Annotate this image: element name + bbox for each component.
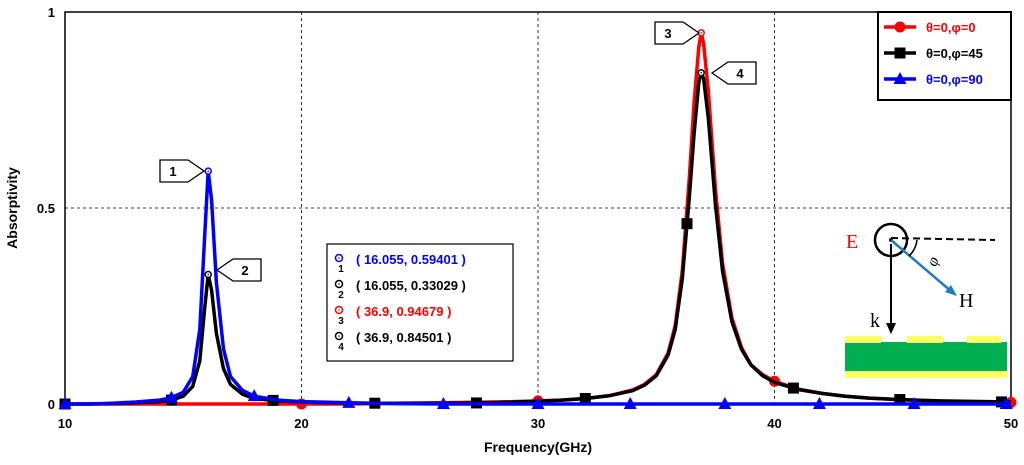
series-point	[996, 396, 1008, 408]
series-point	[681, 218, 693, 230]
marker-point-center	[207, 273, 210, 276]
top-metal-patch-3	[967, 336, 1001, 343]
legend-entry-3: θ=0,φ=90	[884, 72, 983, 87]
legend-label: θ=0,φ=0	[926, 20, 976, 35]
top-metal-patch-1	[845, 336, 881, 343]
marker-value-box-frame	[326, 243, 514, 362]
marker-symbol-center	[338, 309, 340, 311]
series-point	[718, 397, 732, 409]
series-point	[623, 397, 637, 409]
marker-symbol	[334, 253, 344, 263]
plane-reference-dashed-line	[890, 237, 996, 241]
series-point	[999, 397, 1013, 409]
marker-index: 2	[338, 290, 344, 301]
series-point	[894, 394, 906, 406]
y-tick-label: 0.5	[37, 201, 55, 216]
ground-plane	[845, 371, 1007, 378]
series-point	[531, 397, 545, 409]
series-point	[436, 397, 450, 409]
e-label: E	[846, 231, 858, 253]
marker-flag-label: 3	[664, 26, 671, 41]
y-axis-title: Absorptivity	[4, 167, 20, 249]
marker-value-text: ( 36.9, 0.94679 )	[356, 304, 451, 319]
series-line	[65, 169, 1011, 406]
k-vector-arrowhead	[886, 323, 896, 334]
series-point	[342, 395, 356, 408]
series-point	[894, 21, 906, 33]
series-point	[893, 72, 907, 84]
h-field-arrow	[890, 239, 953, 293]
x-tick-label: 50	[1004, 416, 1018, 431]
series-point	[579, 393, 591, 405]
k-label: k	[870, 310, 880, 332]
series-point	[787, 382, 799, 394]
marker-flag-label: 4	[736, 66, 744, 81]
legend-label: θ=0,φ=90	[926, 72, 983, 87]
marker-point-center	[207, 170, 210, 172]
marker-callout-4: 4	[697, 61, 757, 85]
legend-label: θ=0,φ=45	[926, 46, 983, 61]
series-lines	[58, 31, 1017, 410]
legend-entry-2: θ=0,φ=45	[884, 46, 983, 61]
marker-index: 1	[338, 264, 344, 275]
series-point	[894, 47, 906, 59]
marker-callout-1: 1	[159, 159, 212, 183]
series-point	[58, 397, 72, 409]
marker-symbol-center	[338, 335, 340, 337]
marker-point-center	[700, 71, 702, 74]
y-tick-labels: 00.51	[37, 5, 55, 412]
series-3	[58, 169, 1013, 409]
y-tick-label: 1	[48, 5, 55, 20]
marker-value-box: 1 ( 16.055, 0.59401 ) 2 ( 16.055, 0.33029 )…	[326, 243, 514, 362]
data-marker-callouts: 1 2 3 4	[159, 21, 757, 282]
series-point	[247, 389, 261, 402]
x-tick-label: 20	[294, 416, 308, 431]
phi-angle-arc	[908, 239, 918, 257]
marker-symbol-center	[338, 283, 340, 285]
x-tick-label: 10	[58, 416, 72, 431]
top-metal-patch-2	[907, 336, 943, 343]
marker-value-text: ( 16.055, 0.59401 )	[356, 252, 466, 267]
marker-flag-label: 1	[169, 164, 176, 179]
grid-lines	[65, 12, 1011, 404]
marker-index: 3	[338, 316, 344, 327]
marker-flag	[654, 21, 701, 45]
marker-flag	[159, 159, 206, 183]
marker-value-text: ( 36.9, 0.84501 )	[356, 330, 451, 345]
legend-entry-1: θ=0,φ=0	[884, 20, 976, 35]
marker-callout-2: 2	[204, 258, 262, 282]
marker-flag	[710, 61, 757, 85]
phi-label: φ	[924, 255, 943, 269]
x-tick-label: 30	[531, 416, 545, 431]
marker-value-row: 2 ( 16.055, 0.33029 )	[334, 278, 466, 301]
marker-index: 4	[338, 342, 344, 353]
incidence-schematic: φ E H k	[845, 222, 1007, 378]
series-point	[907, 397, 921, 409]
marker-callout-3: 3	[654, 21, 705, 45]
legend: θ=0,φ=0 θ=0,φ=45 θ=0,φ=90	[877, 11, 1012, 101]
marker-value-row: 4 ( 36.9, 0.84501 )	[334, 330, 451, 353]
h-label: H	[959, 290, 973, 312]
x-tick-label: 40	[767, 416, 781, 431]
series-point	[812, 397, 826, 409]
marker-symbol	[334, 331, 344, 341]
marker-symbol	[334, 279, 344, 289]
marker-symbol	[334, 305, 344, 315]
substrate-layer	[845, 342, 1007, 371]
x-axis-title: Frequency(GHz)	[484, 439, 592, 455]
marker-value-text: ( 16.055, 0.33029 )	[356, 278, 466, 293]
marker-value-row: 1 ( 16.055, 0.59401 )	[334, 252, 466, 275]
series-point	[164, 390, 178, 403]
marker-point-center	[700, 32, 702, 34]
marker-flag	[215, 258, 262, 282]
h-field-arrowhead	[945, 285, 957, 296]
marker-symbol-center	[338, 257, 340, 259]
marker-value-row: 3 ( 36.9, 0.94679 )	[334, 304, 451, 327]
marker-flag-label: 2	[241, 263, 248, 278]
y-tick-label: 0	[48, 397, 55, 412]
x-tick-labels: 10 20 30 40 50	[58, 416, 1018, 431]
